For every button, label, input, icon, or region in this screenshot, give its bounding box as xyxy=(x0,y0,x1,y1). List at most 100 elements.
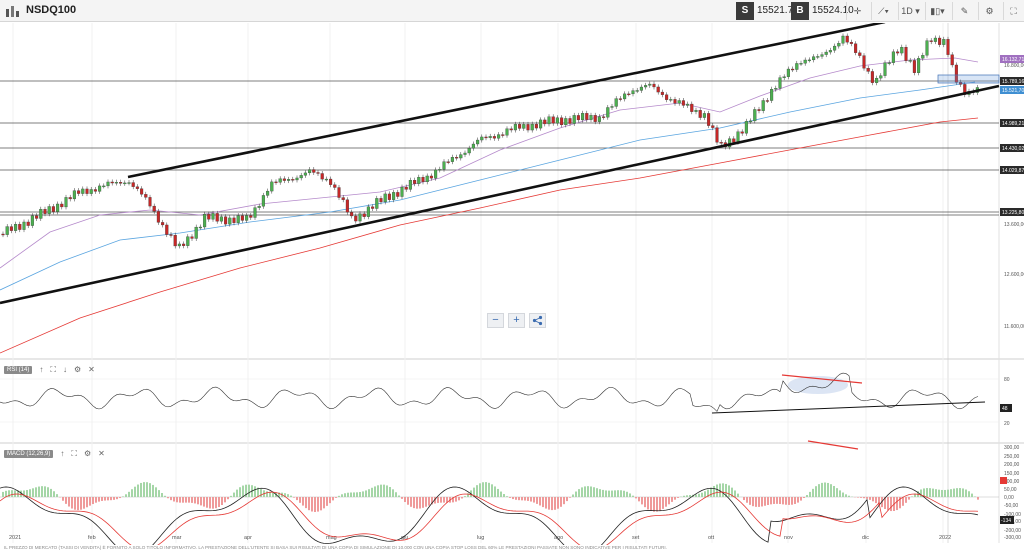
candle xyxy=(576,115,580,121)
macd-hist-bar xyxy=(776,497,778,504)
drawing-tools-button[interactable]: ✎ xyxy=(952,2,976,20)
macd-tick-label: -50,00 xyxy=(1004,503,1018,509)
candle xyxy=(736,131,740,143)
candle xyxy=(303,172,307,176)
macd-tick-label: -100,00 xyxy=(1004,512,1021,518)
macd-hist-bar xyxy=(842,492,844,497)
macd-hist-bar xyxy=(971,493,973,497)
zoom-out-button[interactable]: − xyxy=(487,313,504,328)
macd-hist-bar xyxy=(308,497,310,511)
maximize-icon[interactable]: ⛶ xyxy=(50,365,56,374)
macd-hist-bar xyxy=(215,497,217,509)
crosshair-button[interactable]: ✛ xyxy=(846,2,868,20)
macd-hist-bar xyxy=(227,497,229,500)
candle xyxy=(807,59,811,62)
instrument-symbol[interactable]: NSDQ100 xyxy=(26,4,77,16)
macd-hist-bar xyxy=(317,497,319,512)
close-icon[interactable]: ✕ xyxy=(88,365,95,374)
candle xyxy=(841,35,845,44)
close-icon[interactable]: ✕ xyxy=(98,449,105,458)
macd-hist-bar xyxy=(347,492,349,497)
candle xyxy=(686,103,690,106)
macd-hist-bar xyxy=(617,490,619,497)
candle xyxy=(127,182,131,184)
macd-hist-bar xyxy=(35,487,37,497)
timeframe-button[interactable]: 1D ▾ xyxy=(898,2,922,20)
candle xyxy=(22,221,26,230)
macd-hist-bar xyxy=(131,489,133,497)
candle xyxy=(791,68,795,71)
macd-hist-bar xyxy=(47,487,49,497)
macd-hist-bar xyxy=(221,497,223,505)
candle xyxy=(917,58,921,73)
move-up-icon[interactable]: ↑ xyxy=(39,365,44,374)
macd-hist-bar xyxy=(344,493,346,497)
macd-hist-bar xyxy=(869,497,871,500)
zoom-controls: − + xyxy=(487,313,546,328)
candle xyxy=(68,197,72,200)
chart-type-candle-button[interactable]: ▮▯▾ xyxy=(925,2,949,20)
macd-hist-bar xyxy=(389,487,391,497)
macd-hist-bar xyxy=(668,497,670,505)
macd-hist-bar xyxy=(935,489,937,497)
maximize-icon[interactable]: ⛶ xyxy=(71,449,77,458)
candle xyxy=(93,189,97,192)
candle xyxy=(492,136,496,139)
macd-hist-bar xyxy=(500,491,502,497)
chart-area[interactable]: 2021 feb mar apr mag giu lug ago set ott nov dic 202… xyxy=(0,23,1024,545)
macd-hist-bar xyxy=(11,490,13,497)
sell-button[interactable]: S xyxy=(736,2,754,20)
macd-hist-bar xyxy=(887,497,889,511)
macd-hist-bar xyxy=(731,487,733,497)
gear-icon[interactable]: ⚙ xyxy=(73,365,82,374)
macd-hist-bar xyxy=(128,491,130,497)
settings-button[interactable]: ⚙ xyxy=(978,2,1000,20)
candle xyxy=(862,55,866,69)
macd-hist-bar xyxy=(380,484,382,497)
zoom-in-button[interactable]: + xyxy=(508,313,525,328)
macd-hist-bar xyxy=(44,486,46,497)
candle xyxy=(89,189,93,194)
candle xyxy=(484,136,488,139)
macd-label[interactable]: MACD (12,26,9) xyxy=(4,450,54,458)
candle xyxy=(18,224,22,230)
candle xyxy=(14,224,18,231)
candle xyxy=(786,68,790,77)
macd-hist-bar xyxy=(845,494,847,497)
candle xyxy=(198,226,202,229)
macd-hist-bar xyxy=(512,497,514,500)
macd-hist-bar xyxy=(329,497,331,504)
move-up-icon[interactable]: ↑ xyxy=(60,449,65,458)
candle xyxy=(639,86,643,91)
chart-type-line-button[interactable]: ⟋▾ xyxy=(871,2,895,20)
macd-hist-bar xyxy=(911,496,913,497)
candle xyxy=(375,198,379,209)
share-button[interactable] xyxy=(529,313,546,328)
candle xyxy=(606,107,610,118)
macd-hist-bar xyxy=(38,486,40,497)
macd-hist-bar xyxy=(701,492,703,497)
macd-hist-bar xyxy=(758,497,760,507)
macd-hist-bar xyxy=(2,491,4,497)
price-tag xyxy=(1000,86,1024,94)
macd-hist-bar xyxy=(518,497,520,501)
candle xyxy=(274,181,278,184)
candle xyxy=(119,182,123,184)
buy-button[interactable]: B xyxy=(791,2,809,20)
macd-hist-bar xyxy=(563,497,565,505)
move-down-icon[interactable]: ↓ xyxy=(62,365,67,374)
candle xyxy=(345,199,349,213)
candle xyxy=(778,77,782,89)
candle xyxy=(526,124,530,131)
fullscreen-button[interactable]: ⛶ xyxy=(1003,2,1023,20)
chart-logo-icon xyxy=(6,6,19,17)
rsi-label[interactable]: RSI (14) xyxy=(4,366,33,374)
candle xyxy=(711,125,715,128)
macd-hist-bar xyxy=(536,497,538,504)
macd-hist-bar xyxy=(236,489,238,497)
gear-icon[interactable]: ⚙ xyxy=(83,449,92,458)
candle xyxy=(602,116,606,118)
candle xyxy=(803,59,807,64)
macd-line xyxy=(0,486,979,545)
macd-hist-bar xyxy=(713,485,715,497)
